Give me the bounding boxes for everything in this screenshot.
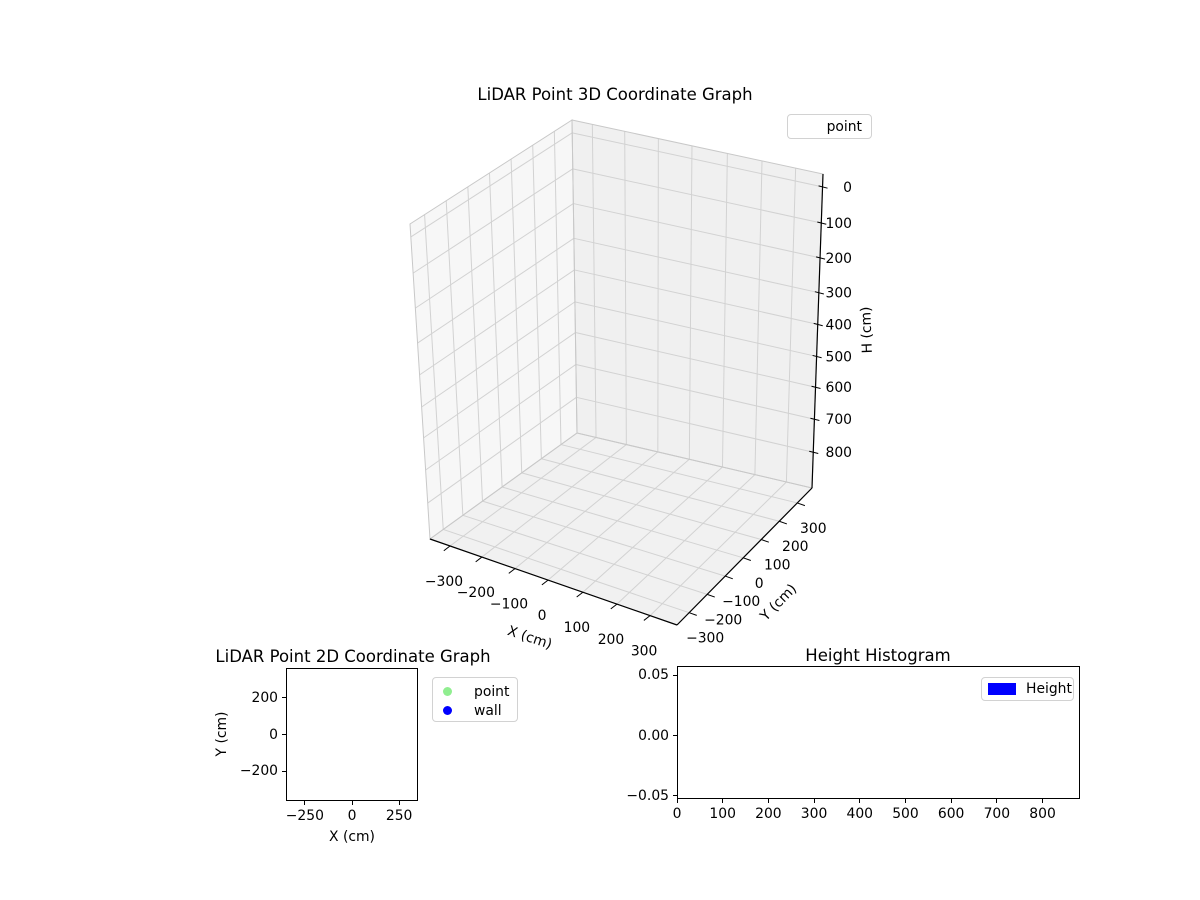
height-histogram-xtick-label: 400 bbox=[846, 806, 874, 822]
2d-plot-title: LiDAR Point 2D Coordinate Graph bbox=[215, 647, 491, 666]
lidar-2d-xtick-mark bbox=[351, 801, 353, 805]
height-histogram-xtick-label: 100 bbox=[709, 806, 736, 822]
3d-tick-or-axis-label: 0 bbox=[755, 576, 764, 592]
lidar-2d-ytick-label: 200 bbox=[251, 689, 278, 706]
3d-xaxis-label: X (cm) bbox=[505, 623, 554, 653]
lidar-2d-ytick-label: −200 bbox=[239, 763, 278, 780]
height-histogram-xtick-label: 300 bbox=[800, 806, 828, 822]
2d-legend: point wall bbox=[432, 677, 518, 722]
height-histogram-xtick-label: 0 bbox=[672, 806, 682, 822]
3d-tick-or-axis-label: 300 bbox=[800, 521, 827, 537]
2d-legend-label-point: point bbox=[474, 683, 510, 700]
3d-tick-or-axis-label: 100 bbox=[564, 620, 591, 636]
3d-tick-or-axis-label: 300 bbox=[631, 644, 658, 660]
lidar-2d-xtick-mark bbox=[304, 801, 306, 805]
height-histogram-xtick-mark bbox=[859, 799, 861, 803]
2d-legend-label-wall: wall bbox=[474, 702, 502, 719]
3d-tick-or-axis-label: −100 bbox=[490, 597, 528, 613]
3d-legend: point bbox=[787, 114, 872, 139]
3d-tick-or-axis-label: 0 bbox=[843, 180, 852, 196]
lidar-2d-ytick-mark bbox=[282, 697, 286, 699]
height-histogram-xtick-mark bbox=[1042, 799, 1044, 803]
3d-tick-or-axis-label: 600 bbox=[825, 380, 852, 396]
hist-legend: Height bbox=[981, 677, 1074, 701]
height-histogram-xtick-mark bbox=[904, 799, 906, 803]
hist-title: Height Histogram bbox=[805, 646, 951, 665]
height-histogram-xtick-mark bbox=[950, 799, 952, 803]
3d-tick-or-axis-label: −300 bbox=[686, 631, 724, 647]
height-histogram-ytick-label: 0.00 bbox=[638, 727, 669, 744]
lidar-2d-xtick-mark bbox=[398, 801, 400, 805]
wall-marker-icon bbox=[443, 706, 452, 715]
2d-legend-row-point: point bbox=[433, 682, 517, 701]
height-histogram-xtick-mark bbox=[996, 799, 998, 803]
3d-tick-or-axis-label: 700 bbox=[825, 412, 852, 428]
3d-tick-or-axis-label: −200 bbox=[704, 612, 742, 628]
lidar-2d-xtick-label: 250 bbox=[385, 808, 413, 824]
point-marker-icon bbox=[443, 687, 452, 696]
3d-tick-or-axis-label: −200 bbox=[457, 585, 495, 601]
3d-tick-or-axis-label: −300 bbox=[425, 574, 463, 590]
lidar-2d-ytick-mark bbox=[282, 770, 286, 772]
3d-plot-title: LiDAR Point 3D Coordinate Graph bbox=[477, 85, 753, 104]
3d-tick-or-axis-label: 200 bbox=[782, 539, 809, 555]
3d-tick-or-axis-label: 500 bbox=[825, 349, 852, 365]
height-histogram-ytick-label: 0.05 bbox=[638, 667, 669, 684]
3d-legend-label-point: point bbox=[826, 118, 862, 135]
height-histogram-xtick-label: 800 bbox=[1029, 806, 1056, 822]
lidar-2d-xtick-label: −250 bbox=[285, 808, 324, 824]
3d-zaxis-label: H (cm) bbox=[858, 306, 876, 353]
lidar-2d-xtick-label: 0 bbox=[347, 808, 357, 824]
height-histogram-xtick-mark bbox=[722, 799, 724, 803]
height-histogram-xtick-mark bbox=[813, 799, 815, 803]
height-histogram-ytick-mark bbox=[673, 735, 677, 737]
lidar-2d-ytick-mark bbox=[282, 734, 286, 735]
2d-yaxis-label: Y (cm) bbox=[214, 711, 230, 757]
height-histogram-xtick-mark bbox=[767, 799, 769, 803]
height-histogram-xtick-label: 500 bbox=[892, 806, 919, 822]
3d-tick-or-axis-label: 800 bbox=[825, 445, 852, 461]
3d-tick-or-axis-label: 0 bbox=[538, 608, 547, 624]
height-histogram-xtick-label: 200 bbox=[755, 806, 782, 822]
height-histogram-xtick-label: 600 bbox=[937, 806, 965, 822]
height-histogram-ytick-label: −0.05 bbox=[626, 787, 669, 804]
3d-tick-or-axis-label: 300 bbox=[825, 286, 852, 302]
lidar-2d-ytick-label: 0 bbox=[269, 726, 278, 743]
3d-tick-or-axis-label: 100 bbox=[825, 216, 852, 232]
hist-legend-label-height: Height bbox=[1026, 681, 1072, 697]
3d-tick-or-axis-label: 400 bbox=[825, 317, 852, 333]
3d-tick-or-axis-label: 100 bbox=[764, 558, 791, 574]
height-histogram-ytick-mark bbox=[673, 795, 677, 797]
height-histogram-ytick-mark bbox=[673, 674, 677, 676]
height-histogram-xtick-label: 700 bbox=[983, 806, 1011, 822]
3d-tick-or-axis-label: 200 bbox=[598, 632, 625, 648]
height-histogram-xtick-mark bbox=[676, 799, 678, 803]
2d-xaxis-label: X (cm) bbox=[329, 829, 375, 845]
3d-tick-or-axis-label: −100 bbox=[722, 594, 760, 610]
height-swatch-icon bbox=[988, 683, 1016, 695]
2d-plot-area bbox=[286, 668, 418, 801]
3d-tick-or-axis-label: 200 bbox=[825, 251, 852, 267]
2d-legend-row-wall: wall bbox=[433, 701, 517, 720]
